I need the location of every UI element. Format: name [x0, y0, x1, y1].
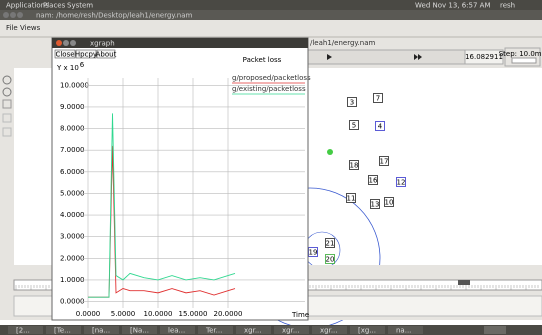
- x-tick-label: 0.0000: [76, 310, 101, 318]
- minimize-button[interactable]: [63, 40, 69, 46]
- node-label: 21: [326, 240, 335, 248]
- close-button[interactable]: [56, 40, 62, 46]
- workspace[interactable]: [484, 326, 506, 334]
- task-label[interactable]: xgr...: [244, 327, 262, 335]
- nam-time: 16.082911: [465, 53, 503, 61]
- page: { "top_panel": {"menus": ["Applications"…: [0, 0, 542, 335]
- node-label: 12: [397, 179, 406, 187]
- task-label[interactable]: [na...: [92, 327, 110, 335]
- node-label: 20: [326, 256, 335, 264]
- panel-menu[interactable]: System: [67, 2, 93, 10]
- task-label[interactable]: [Na...: [130, 327, 149, 335]
- node-label: 19: [309, 249, 318, 257]
- step-slider[interactable]: [512, 58, 536, 63]
- window-button[interactable]: [10, 12, 16, 18]
- node-active: [327, 149, 333, 155]
- y-tick-label: 8.0000: [60, 125, 85, 133]
- legend-label: g/existing/packetloss: [232, 85, 306, 93]
- play-controls: [300, 50, 465, 64]
- nam-title: nam: /home/resh/Desktop/leah1/energy.nam: [36, 12, 193, 20]
- node-label: 11: [347, 195, 356, 203]
- user: resh: [500, 2, 515, 10]
- task-label[interactable]: [Te...: [54, 327, 71, 335]
- y-axis-label: Y x 10: [56, 64, 79, 72]
- y-tick-label: 1.0000: [60, 276, 85, 284]
- menu-item[interactable]: File: [6, 24, 18, 32]
- y-tick-label: 6.0000: [60, 168, 85, 176]
- node-label: 17: [380, 158, 389, 166]
- task-label[interactable]: na...: [396, 327, 411, 335]
- x-tick-label: 5.0000: [111, 310, 136, 318]
- node-label: 3: [350, 99, 354, 107]
- x-tick-label: 10.0000: [144, 310, 173, 318]
- node-label: 10: [385, 199, 394, 207]
- chart-title: Packet loss: [243, 56, 282, 64]
- y-tick-label: 7.0000: [60, 146, 85, 154]
- node-label: 5: [352, 122, 356, 130]
- y-tick-label: 4.0000: [60, 211, 85, 219]
- xgraph-button-label[interactable]: About: [96, 51, 117, 59]
- y-tick-label: 0.0000: [60, 298, 85, 306]
- xgraph-button-label[interactable]: Close: [55, 51, 74, 59]
- x-axis-label: Time: [291, 311, 309, 319]
- xgraph-button-label[interactable]: Hpcpy: [75, 51, 97, 59]
- y-tick-label: 9.0000: [60, 103, 85, 111]
- y-tick-label: 3.0000: [60, 233, 85, 241]
- window-button[interactable]: [17, 12, 23, 18]
- node-label: 16: [369, 177, 378, 185]
- y-tick-label: 5.0000: [60, 189, 85, 197]
- window-button[interactable]: [3, 12, 9, 18]
- time-slider[interactable]: [458, 280, 470, 285]
- node-label: 4: [378, 123, 383, 131]
- task-label[interactable]: lea...: [168, 327, 185, 335]
- x-tick-label: 20.0000: [214, 310, 243, 318]
- legend-label: g/proposed/packetloss: [232, 74, 311, 82]
- y-axis-exponent: 6: [80, 61, 85, 69]
- x-tick-label: 15.0000: [179, 310, 208, 318]
- panel-menu[interactable]: Places: [43, 2, 66, 10]
- file-label: /leah1/energy.nam: [310, 39, 375, 47]
- xgraph-title: xgraph: [90, 40, 115, 48]
- task-label[interactable]: [2...: [16, 327, 30, 335]
- node-label: 7: [376, 95, 380, 103]
- menu-item[interactable]: Views: [20, 24, 41, 32]
- task-label[interactable]: xgr...: [282, 327, 300, 335]
- screen: nam: /home/resh/Desktop/leah1/energy.nam…: [0, 0, 542, 335]
- clock: Wed Nov 13, 6:57 AM: [415, 2, 491, 10]
- nam-step: Step: 10.0ms: [499, 50, 542, 58]
- task-label[interactable]: Ter...: [205, 327, 222, 335]
- task-label[interactable]: [xg...: [358, 327, 376, 335]
- maximize-button[interactable]: [70, 40, 76, 46]
- y-tick-label: 2.0000: [60, 254, 85, 262]
- node-label: 18: [350, 162, 359, 170]
- task-label[interactable]: xgr...: [320, 327, 338, 335]
- nam-side-tools: [0, 68, 14, 265]
- node-label: 13: [371, 201, 380, 209]
